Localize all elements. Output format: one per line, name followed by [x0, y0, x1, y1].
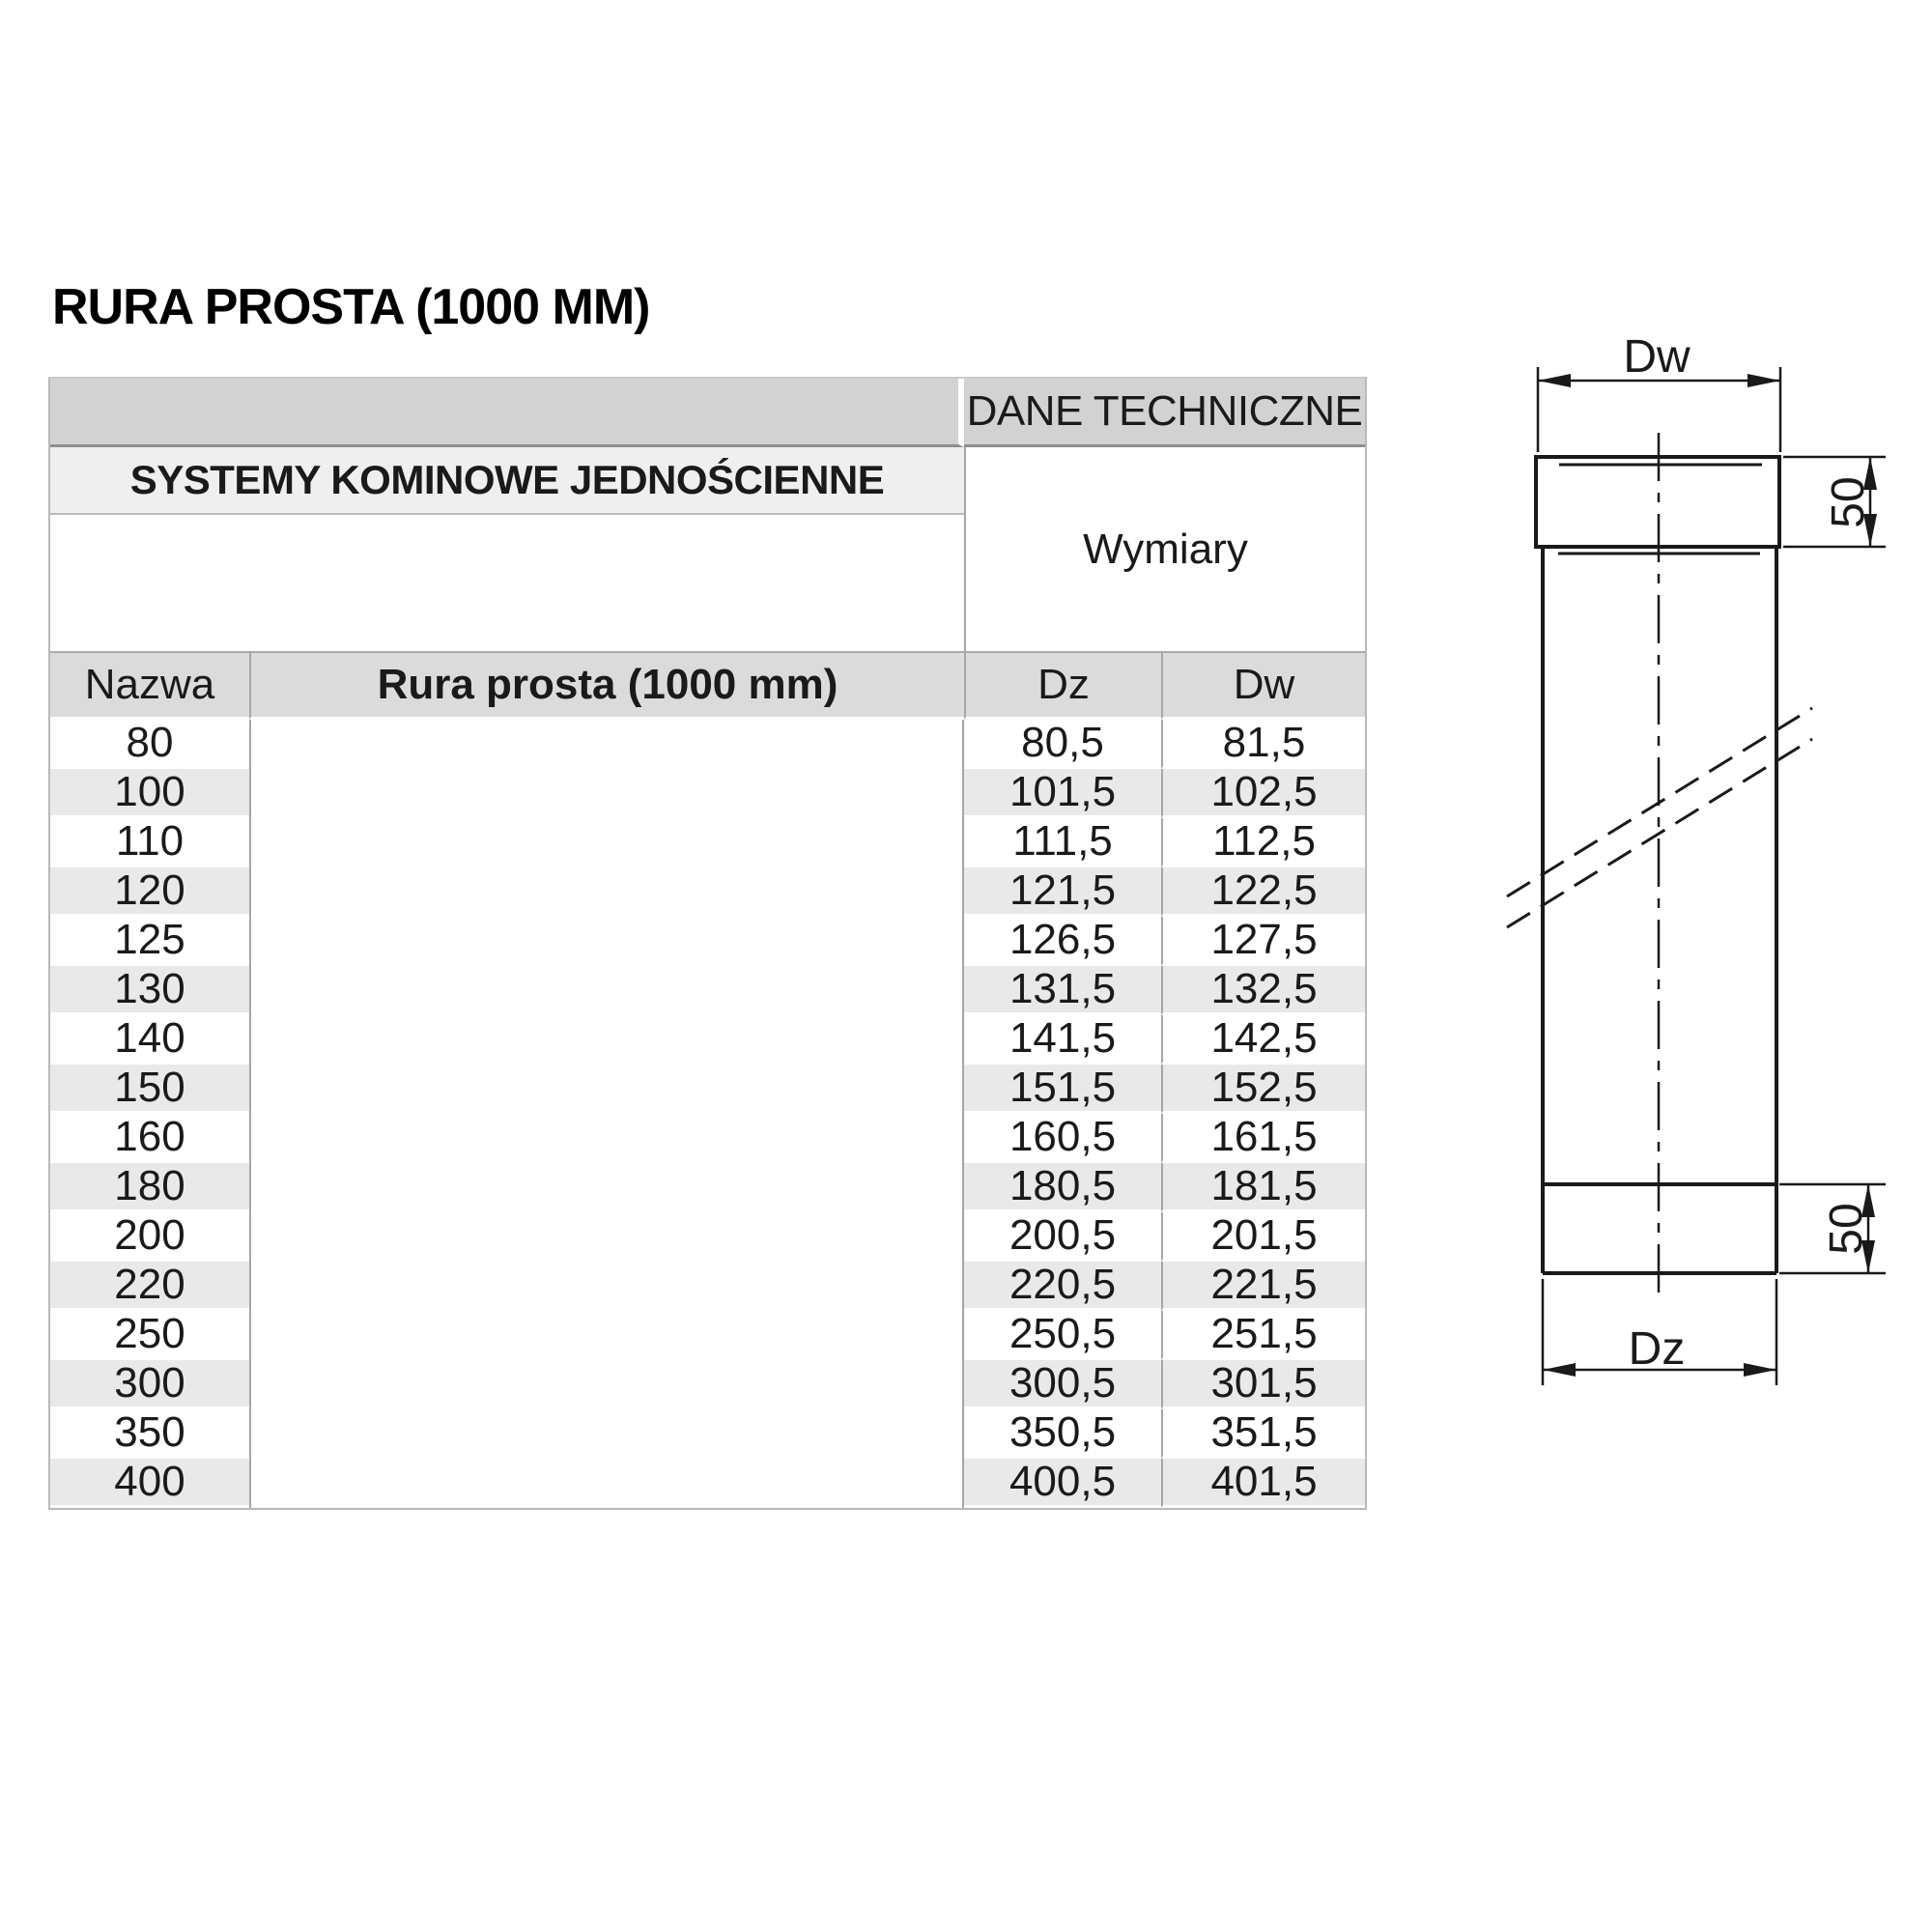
section-header: SYSTEMY KOMINOWE JEDNOŚCIENNE: [50, 447, 964, 515]
cell-name-row-15: 400: [50, 1458, 249, 1508]
cell-dz-row-0: 80,5: [964, 719, 1161, 769]
cell-name-row-5: 130: [50, 965, 249, 1015]
product-image-placeholder: [249, 720, 964, 1508]
cell-dw-row-11: 221,5: [1161, 1261, 1365, 1311]
cell-dw-row-10: 201,5: [1161, 1211, 1365, 1262]
cell-dw-row-6: 142,5: [1161, 1014, 1365, 1065]
cell-dw-row-4: 127,5: [1161, 916, 1365, 966]
cell-dz-row-6: 141,5: [964, 1014, 1161, 1065]
drawing-label-dz: Dz: [1629, 1323, 1686, 1375]
cell-dz-row-12: 250,5: [964, 1310, 1161, 1360]
break-lines: [1506, 706, 1813, 929]
cell-dw-row-13: 301,5: [1161, 1359, 1365, 1409]
cell-name-row-9: 180: [50, 1162, 249, 1212]
cell-name-row-10: 200: [50, 1211, 249, 1262]
cell-dz-row-9: 180,5: [964, 1162, 1161, 1212]
cell-dz-row-3: 121,5: [964, 867, 1161, 917]
cell-name-row-12: 250: [50, 1310, 249, 1360]
column-header-product: Rura prosta (1000 mm): [249, 651, 964, 720]
cell-dz-row-10: 200,5: [964, 1211, 1161, 1262]
column-header-dz: Dz: [964, 651, 1161, 720]
drawing-label-50-top: 50: [1823, 476, 1874, 527]
cell-dz-row-2: 111,5: [964, 817, 1161, 867]
cell-name-row-3: 120: [50, 867, 249, 917]
cell-dw-row-12: 251,5: [1161, 1310, 1365, 1360]
cell-name-row-0: 80: [50, 719, 249, 769]
dimension-lines: [1536, 367, 1886, 1385]
cell-dw-row-8: 161,5: [1161, 1113, 1365, 1163]
cell-dw-row-1: 102,5: [1161, 768, 1365, 818]
cell-name-row-13: 300: [50, 1359, 249, 1409]
cell-name-row-8: 160: [50, 1113, 249, 1163]
cell-dz-row-11: 220,5: [964, 1261, 1161, 1311]
cell-name-row-7: 150: [50, 1064, 249, 1114]
cell-dz-row-4: 126,5: [964, 916, 1161, 966]
cell-dz-row-8: 160,5: [964, 1113, 1161, 1163]
cell-dw-row-5: 132,5: [1161, 965, 1365, 1015]
cell-dz-row-7: 151,5: [964, 1064, 1161, 1114]
cell-dz-row-1: 101,5: [964, 768, 1161, 818]
product-image-placeholder-top: [50, 515, 964, 651]
cell-dw-row-2: 112,5: [1161, 817, 1365, 867]
cell-dw-row-0: 81,5: [1161, 719, 1365, 769]
cell-name-row-4: 125: [50, 916, 249, 966]
cell-name-row-14: 350: [50, 1408, 249, 1459]
cell-dw-row-9: 181,5: [1161, 1162, 1365, 1212]
column-header-dw: Dw: [1161, 651, 1365, 720]
cell-dz-row-5: 131,5: [964, 965, 1161, 1015]
drawing-label-50-bottom: 50: [1821, 1203, 1872, 1254]
cell-name-row-11: 220: [50, 1261, 249, 1311]
column-header-name: Nazwa: [50, 651, 249, 720]
dimension-arrowheads: [1538, 374, 1877, 1377]
table-corner-blank: [50, 379, 964, 447]
pipe-technical-drawing: Dw 50 50 Dz: [1506, 331, 1886, 1385]
cell-dw-row-7: 152,5: [1161, 1064, 1365, 1114]
cell-dw-row-15: 401,5: [1161, 1458, 1365, 1508]
page-title: RURA PROSTA (1000 MM): [52, 279, 650, 335]
cell-name-row-6: 140: [50, 1014, 249, 1065]
cell-dz-row-14: 350,5: [964, 1408, 1161, 1459]
technical-table: DANE TECHNICZNE SYSTEMY KOMINOWE JEDNOŚC…: [48, 377, 1367, 1510]
drawing-label-dw: Dw: [1623, 331, 1690, 383]
tech-data-header: DANE TECHNICZNE: [964, 379, 1365, 447]
socket-lip-lines: [1558, 463, 1762, 555]
cell-dw-row-3: 122,5: [1161, 867, 1365, 917]
cell-dw-row-14: 351,5: [1161, 1408, 1365, 1459]
cell-name-row-2: 110: [50, 817, 249, 867]
cell-dz-row-15: 400,5: [964, 1458, 1161, 1508]
cell-dz-row-13: 300,5: [964, 1359, 1161, 1409]
cell-name-row-1: 100: [50, 768, 249, 818]
dimensions-group-header: Wymiary: [964, 447, 1365, 651]
